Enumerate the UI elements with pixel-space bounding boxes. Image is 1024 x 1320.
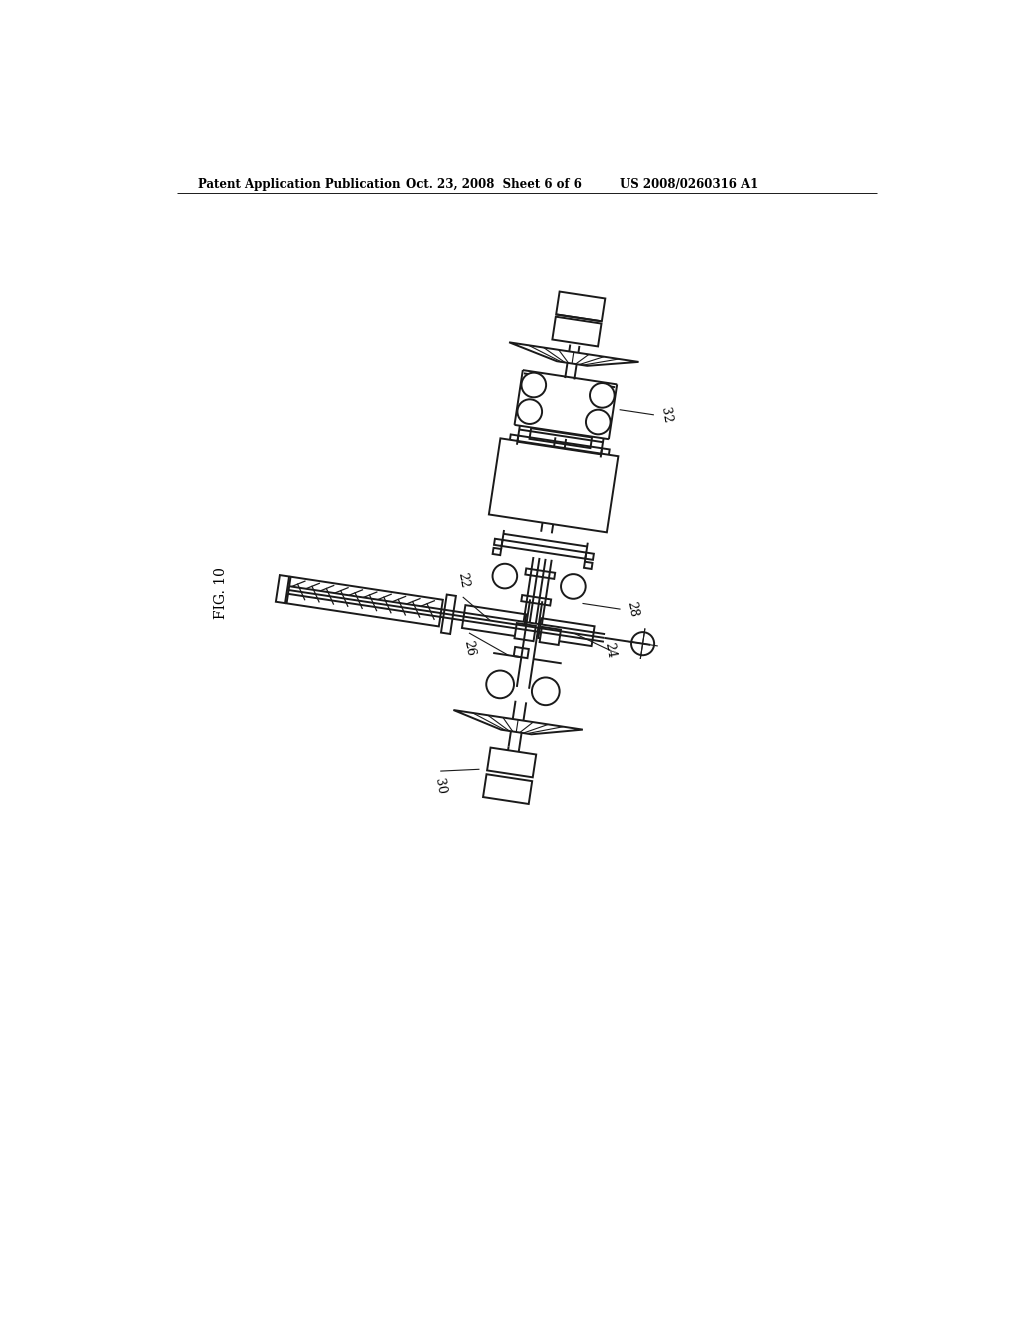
Text: 22: 22	[455, 572, 470, 589]
Polygon shape	[510, 434, 518, 442]
Polygon shape	[540, 627, 561, 645]
Polygon shape	[488, 438, 618, 532]
Polygon shape	[509, 444, 517, 451]
Polygon shape	[514, 647, 528, 659]
Polygon shape	[552, 317, 601, 346]
Text: 28: 28	[625, 601, 640, 618]
Circle shape	[586, 409, 610, 434]
Polygon shape	[521, 595, 551, 606]
Polygon shape	[600, 458, 608, 465]
Polygon shape	[525, 569, 555, 579]
Polygon shape	[483, 775, 532, 804]
Polygon shape	[601, 449, 609, 455]
Polygon shape	[584, 562, 593, 569]
Circle shape	[531, 677, 560, 705]
Circle shape	[486, 671, 514, 698]
Text: 26: 26	[461, 639, 477, 657]
Polygon shape	[454, 710, 583, 734]
Text: Oct. 23, 2008  Sheet 6 of 6: Oct. 23, 2008 Sheet 6 of 6	[407, 178, 582, 190]
Circle shape	[561, 574, 586, 599]
Polygon shape	[586, 553, 594, 560]
Polygon shape	[529, 428, 592, 447]
Polygon shape	[494, 539, 503, 546]
Circle shape	[521, 372, 546, 397]
Polygon shape	[462, 605, 526, 638]
Text: FIG. 10: FIG. 10	[214, 568, 227, 619]
Polygon shape	[509, 342, 639, 366]
Polygon shape	[493, 548, 501, 556]
Circle shape	[590, 383, 614, 408]
Polygon shape	[441, 594, 456, 634]
Polygon shape	[287, 577, 442, 627]
Polygon shape	[556, 292, 605, 321]
Polygon shape	[514, 623, 536, 642]
Polygon shape	[487, 747, 537, 777]
Text: 32: 32	[657, 407, 674, 424]
Text: 30: 30	[432, 777, 449, 795]
Circle shape	[517, 400, 542, 424]
Polygon shape	[539, 618, 595, 645]
Text: 24: 24	[602, 642, 618, 660]
Text: Patent Application Publication: Patent Application Publication	[199, 178, 400, 190]
Text: US 2008/0260316 A1: US 2008/0260316 A1	[620, 178, 758, 190]
Circle shape	[493, 564, 517, 589]
Polygon shape	[275, 576, 289, 603]
